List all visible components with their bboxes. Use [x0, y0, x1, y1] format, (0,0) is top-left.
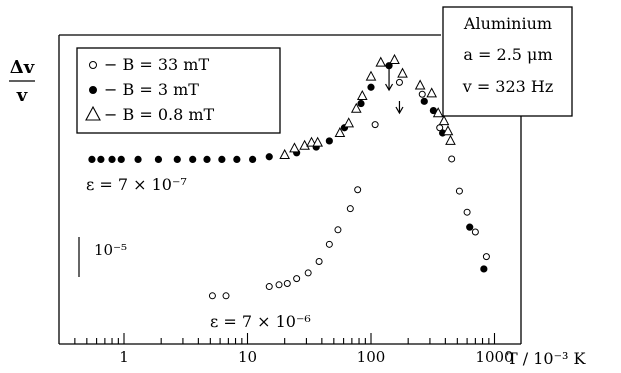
x-ticks — [74, 333, 496, 344]
peak-arrows — [385, 68, 404, 115]
data-point-open-circle — [315, 257, 323, 265]
x-axis-label: T / 10⁻³ K — [507, 349, 587, 368]
x-tick-label: 10 — [238, 348, 257, 366]
data-point-filled-circle — [189, 155, 197, 163]
data-point-triangle — [334, 126, 346, 137]
data-point-open-circle — [283, 279, 291, 287]
peak-arrow-head — [385, 83, 394, 92]
data-point-filled-circle — [88, 155, 96, 163]
data-point-open-circle — [418, 90, 426, 98]
legend-marker-triangle — [85, 105, 101, 121]
data-point-triangle — [299, 139, 310, 150]
data-point-open-circle — [334, 226, 342, 234]
data-point-filled-circle — [357, 99, 365, 108]
data-point-triangle — [445, 134, 456, 145]
info-box: Aluminium a = 2.5 μm v = 323 Hz — [442, 6, 573, 117]
legend-marker-filled-circle — [89, 86, 97, 94]
data-point-open-circle — [395, 78, 403, 86]
data-point-filled-circle — [466, 223, 474, 231]
data-point-triangle — [397, 67, 408, 78]
info-frequency: v = 323 Hz — [462, 77, 554, 96]
scale-bar: 10⁻⁵ — [78, 237, 127, 277]
legend-entry-3mT: − B = 3 mT — [104, 80, 199, 99]
data-point-triangle — [389, 53, 400, 64]
data-point-triangle — [289, 142, 300, 153]
data-point-triangle — [312, 136, 324, 147]
data-point-open-circle — [448, 155, 456, 163]
data-point-triangle — [414, 79, 426, 90]
data-point-open-circle — [455, 187, 463, 195]
scale-bar-label: 10⁻⁵ — [94, 241, 127, 259]
data-point-filled-circle — [367, 83, 375, 91]
data-point-triangle — [356, 89, 368, 101]
data-point-filled-circle — [108, 155, 116, 163]
data-point-filled-circle — [218, 155, 226, 163]
data-point-open-circle — [222, 292, 230, 300]
data-point-triangle — [375, 56, 387, 67]
data-point-filled-circle — [480, 265, 488, 273]
data-point-triangle — [438, 115, 450, 126]
data-point-open-circle — [275, 281, 283, 289]
data-point-open-circle — [482, 253, 490, 261]
epsilon-annotation-33mT: ε = 7 × 10⁻⁶ — [210, 312, 311, 331]
data-point-triangle — [365, 70, 377, 81]
data-point-open-circle — [325, 240, 333, 248]
data-point-open-circle — [471, 228, 479, 236]
data-point-triangle — [426, 87, 438, 98]
y-axis-label: Δv v — [9, 57, 35, 106]
data-point-filled-circle — [233, 155, 241, 163]
epsilon-annotation-3mT: ε = 7 × 10⁻⁷ — [86, 175, 187, 194]
data-point-filled-circle — [385, 62, 393, 70]
data-point-filled-circle — [117, 155, 125, 163]
data-point-open-circle — [208, 292, 216, 300]
x-tick-label: 100 — [357, 348, 386, 366]
legend-marker-open-circle — [89, 61, 97, 69]
x-tick-labels: 1 10 100 1000 — [119, 348, 513, 366]
x-tick-label: 1000 — [475, 348, 513, 366]
info-material: Aluminium — [463, 14, 552, 33]
data-point-open-circle — [354, 186, 362, 194]
data-point-filled-circle — [325, 137, 333, 145]
data-point-open-circle — [265, 283, 273, 291]
data-point-filled-circle — [249, 155, 257, 163]
y-label-numerator: Δv — [10, 57, 35, 78]
data-point-triangle — [350, 102, 362, 113]
info-box-frame — [442, 6, 573, 117]
x-tick-label: 1 — [119, 348, 129, 366]
data-point-filled-circle — [420, 97, 428, 105]
data-point-open-circle — [304, 269, 312, 277]
legend-entry-0.8mT: − B = 0.8 mT — [104, 105, 215, 124]
data-point-filled-circle — [97, 155, 105, 163]
legend-frame — [76, 47, 281, 134]
info-particle-size: a = 2.5 μm — [463, 45, 552, 64]
data-point-filled-circle — [203, 155, 211, 163]
data-point-filled-circle — [134, 155, 142, 163]
data-point-filled-circle — [173, 155, 181, 163]
legend: − B = 33 mT − B = 3 mT − B = 0.8 mT — [76, 47, 281, 134]
data-point-triangle — [343, 117, 355, 128]
data-point-triangle — [442, 125, 454, 136]
data-point-filled-circle — [265, 153, 273, 161]
data-point-open-circle — [293, 275, 301, 283]
peak-arrow-head — [395, 106, 404, 115]
y-label-denominator: v — [16, 85, 28, 106]
data-point-open-circle — [371, 121, 379, 129]
data-point-open-circle — [463, 208, 471, 216]
data-point-open-circle — [346, 205, 354, 213]
data-point-triangle — [279, 148, 291, 159]
data-points — [88, 53, 490, 300]
data-point-filled-circle — [154, 155, 163, 163]
legend-entry-33mT: − B = 33 mT — [104, 55, 209, 74]
data-point-triangle — [432, 107, 444, 118]
